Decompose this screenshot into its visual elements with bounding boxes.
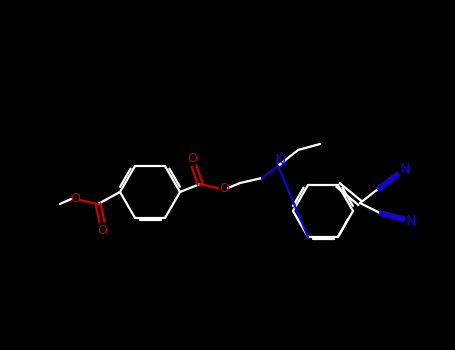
- Text: N: N: [400, 162, 410, 176]
- Text: O: O: [97, 224, 107, 237]
- Text: N: N: [406, 214, 416, 228]
- Text: O: O: [187, 152, 197, 164]
- Text: N: N: [274, 154, 286, 168]
- Text: O: O: [219, 182, 229, 196]
- Text: O: O: [70, 193, 80, 205]
